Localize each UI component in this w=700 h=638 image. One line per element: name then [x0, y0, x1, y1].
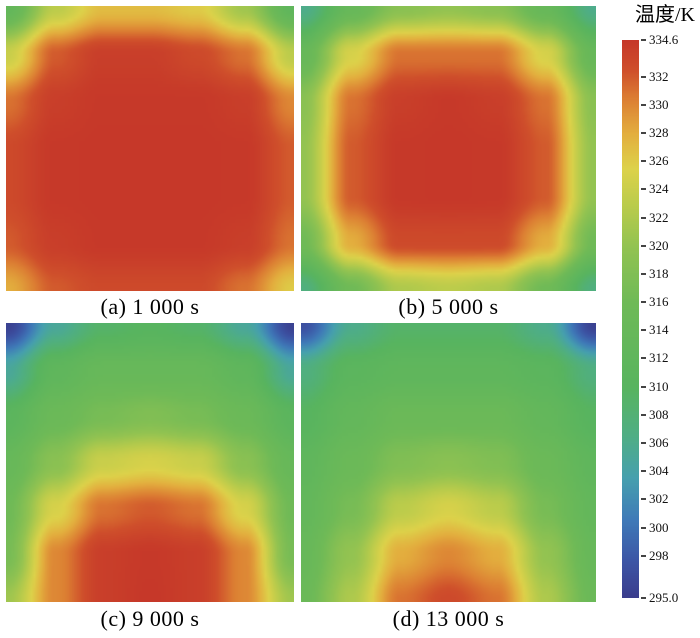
colorbar-tickmark — [641, 75, 646, 78]
colorbar-tick-label: 314 — [649, 322, 669, 338]
colorbar-tick-label: 318 — [649, 265, 669, 281]
panel-caption-c: (c) 9 000 s — [100, 606, 200, 631]
colorbar-tickmark — [641, 498, 646, 501]
colorbar-tick: 330 — [641, 97, 669, 113]
colorbar-gradient — [622, 40, 639, 598]
colorbar-tick: 312 — [641, 350, 669, 366]
colorbar-tickmark — [641, 413, 646, 416]
colorbar-tickmark — [641, 329, 646, 332]
colorbar-tick-label: 304 — [649, 463, 669, 479]
panel-caption-d: (d) 13 000 s — [392, 606, 505, 631]
colorbar-tick: 310 — [641, 379, 669, 395]
colorbar-tickmark — [641, 526, 646, 529]
colorbar-tick-label: 324 — [649, 181, 669, 197]
colorbar-tick: 324 — [641, 181, 669, 197]
colorbar-tick: 306 — [641, 435, 669, 451]
colorbar-tickmark — [641, 132, 646, 134]
colorbar-tick: 300 — [641, 520, 669, 536]
colorbar-tick: 295.0 — [641, 590, 678, 606]
colorbar-tick: 326 — [641, 153, 669, 169]
heatmap-panel-c — [6, 323, 294, 602]
colorbar-tick-label: 332 — [649, 68, 669, 84]
colorbar-tickmark — [641, 188, 646, 191]
colorbar-tick-label: 306 — [649, 435, 669, 450]
colorbar-tickmark — [641, 103, 646, 106]
colorbar-tick: 322 — [641, 210, 669, 226]
colorbar — [622, 40, 639, 598]
colorbar-tickmark — [641, 272, 646, 275]
colorbar-tick-label: 300 — [649, 519, 669, 535]
heatmap-panel-d — [301, 323, 596, 602]
heatmap-canvas-a — [6, 6, 294, 291]
colorbar-tick-label: 302 — [649, 491, 669, 507]
colorbar-title: 温度/K — [635, 4, 695, 26]
colorbar-tick-label: 320 — [649, 237, 669, 253]
heatmap-canvas-c — [6, 323, 294, 602]
colorbar-tickmark — [641, 357, 646, 360]
colorbar-tickmark — [641, 470, 646, 473]
colorbar-tick: 316 — [641, 294, 669, 310]
heatmap-canvas-b — [301, 6, 596, 291]
colorbar-tick: 302 — [641, 491, 669, 507]
panel-caption-a: (a) 1 000 s — [100, 294, 200, 319]
colorbar-tick: 334.6 — [641, 32, 678, 48]
panel-caption-b: (b) 5 000 s — [398, 294, 499, 319]
colorbar-tick: 308 — [641, 407, 669, 423]
colorbar-tick-label: 330 — [649, 96, 669, 112]
colorbar-tick: 304 — [641, 463, 669, 479]
colorbar-tick-label: 326 — [649, 153, 669, 169]
heatmap-panel-a — [6, 6, 294, 291]
colorbar-tick-label: 334.6 — [649, 32, 679, 47]
colorbar-tick: 314 — [641, 322, 669, 338]
colorbar-tickmark — [641, 442, 646, 444]
colorbar-tick-label: 322 — [649, 209, 669, 225]
colorbar-tickmark — [641, 244, 646, 247]
colorbar-tick: 298 — [641, 548, 669, 564]
colorbar-tickmark — [641, 597, 646, 599]
colorbar-tick-label: 316 — [649, 294, 669, 310]
heatmap-canvas-d — [301, 323, 596, 602]
colorbar-tick: 332 — [641, 69, 669, 85]
colorbar-tickmark — [641, 160, 646, 163]
heatmap-panel-b — [301, 6, 596, 291]
colorbar-tick: 318 — [641, 266, 669, 282]
colorbar-tick-label: 308 — [649, 406, 669, 422]
colorbar-tick-label: 312 — [649, 350, 669, 366]
colorbar-tick-label: 310 — [649, 378, 669, 394]
colorbar-tickmark — [641, 39, 646, 41]
colorbar-tick: 328 — [641, 125, 669, 141]
colorbar-tickmark — [641, 301, 646, 304]
colorbar-tickmark — [641, 385, 646, 388]
colorbar-tick-label: 295.0 — [649, 590, 679, 605]
colorbar-tickmark — [641, 554, 646, 557]
colorbar-tick: 320 — [641, 238, 669, 254]
colorbar-tick-label: 298 — [649, 547, 669, 563]
colorbar-tickmark — [641, 216, 646, 219]
colorbar-tick-label: 328 — [649, 125, 669, 140]
colorbar-ticks: 334.6 332 330 328 326 324 322 320 318 316 314 312 31… — [641, 32, 699, 605]
